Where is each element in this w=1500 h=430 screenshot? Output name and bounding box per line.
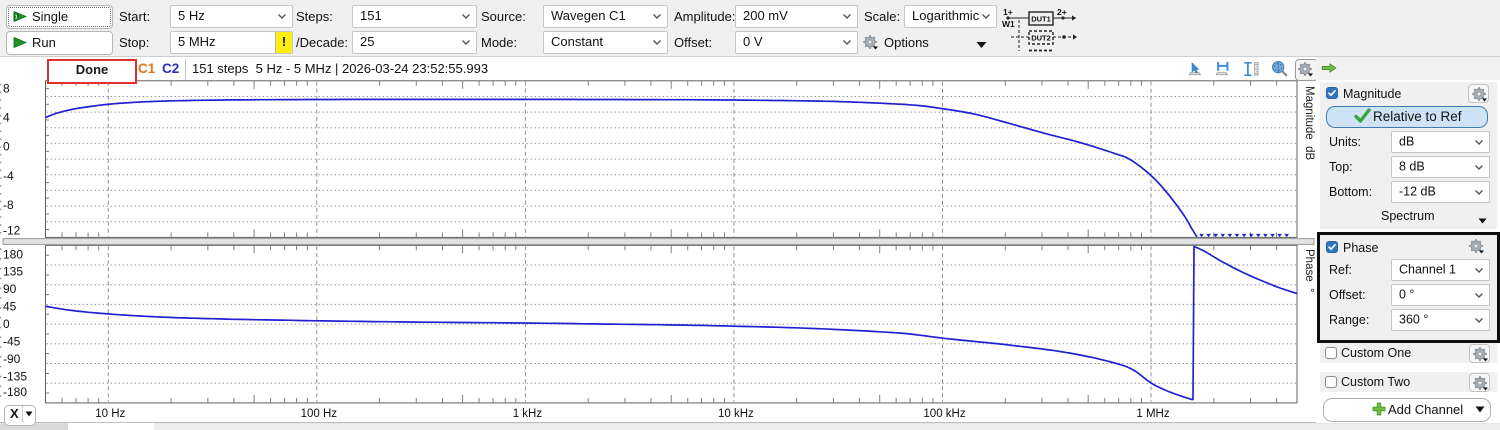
svg-text:1 MHz: 1 MHz: [1136, 408, 1169, 420]
svg-text:DUT2: DUT2: [1031, 34, 1051, 43]
svg-text:-8: -8: [3, 198, 14, 212]
svg-text:10 Hz: 10 Hz: [95, 408, 125, 420]
svg-text:1+: 1+: [1003, 7, 1013, 17]
svg-text:-45: -45: [3, 335, 21, 349]
svg-text:135: 135: [3, 265, 23, 279]
svg-text:100 kHz: 100 kHz: [923, 408, 965, 420]
svg-text:-12: -12: [3, 224, 21, 238]
svg-text:100 Hz: 100 Hz: [301, 408, 338, 420]
svg-text:DUT1: DUT1: [1031, 15, 1051, 24]
svg-text:-4: -4: [3, 169, 14, 183]
svg-text:1: 1: [15, 14, 18, 20]
svg-text:8: 8: [3, 81, 10, 95]
svg-text:W1: W1: [1002, 19, 1015, 29]
svg-text:Magnitude dB: Magnitude dB: [1303, 86, 1315, 160]
svg-text:-180: -180: [3, 385, 27, 399]
svg-text:0: 0: [3, 140, 10, 154]
svg-text:2+: 2+: [1057, 7, 1067, 17]
svg-text:4: 4: [3, 110, 10, 124]
svg-text:-135: -135: [3, 369, 27, 383]
svg-text:0: 0: [3, 317, 10, 331]
svg-text:10 kHz: 10 kHz: [718, 408, 754, 420]
svg-text:180: 180: [3, 247, 23, 261]
svg-text:Phase °: Phase °: [1303, 249, 1315, 293]
svg-text:90: 90: [3, 282, 17, 296]
svg-text:45: 45: [3, 300, 17, 314]
svg-text:-90: -90: [3, 352, 21, 366]
svg-text:1 kHz: 1 kHz: [513, 408, 543, 420]
